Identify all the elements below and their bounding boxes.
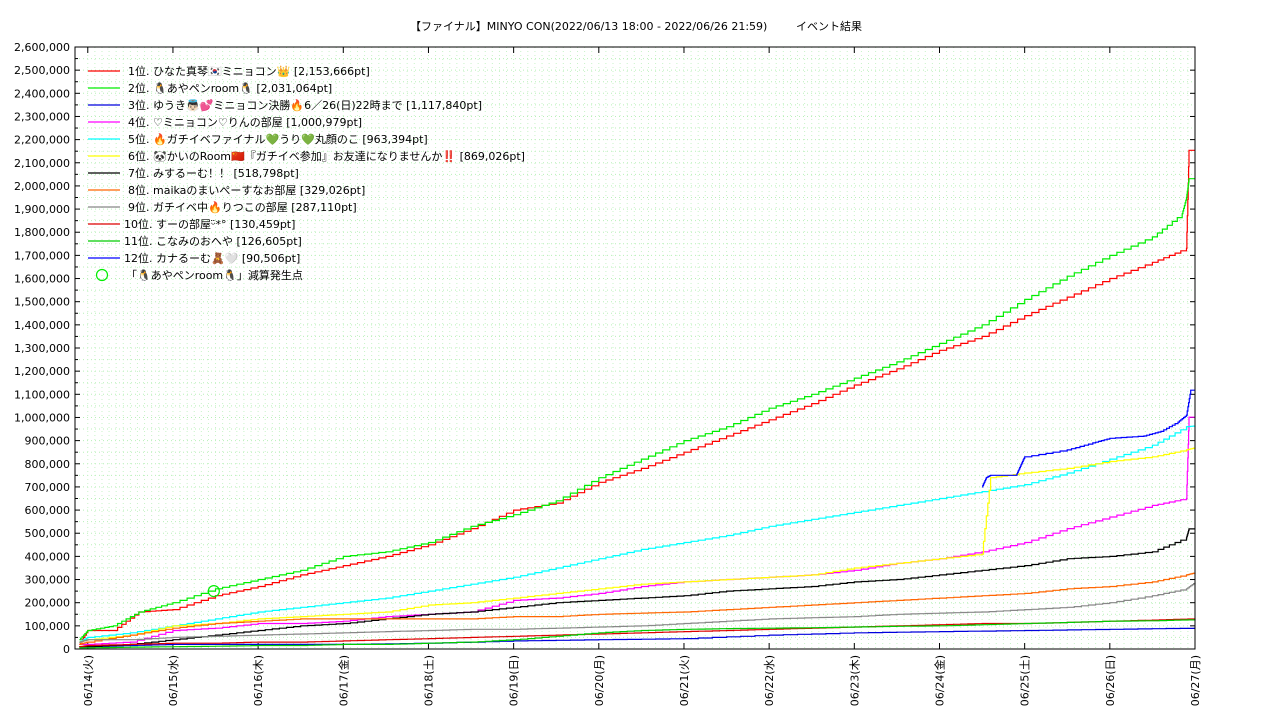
series-line-12: [982, 389, 1195, 488]
legend: 1位. ひなた真琴🇰🇷ミニョコン👑 [2,153,666pt] 2位. 🐧あやペン…: [88, 64, 525, 282]
x-tick-label: 06/21(火): [678, 655, 691, 706]
series-line-1: [79, 149, 1195, 645]
x-tick-label: 06/18(土): [422, 655, 435, 706]
legend-label: 2位. 🐧あやペンroom🐧 [2,031,064pt]: [128, 81, 332, 95]
y-tick-label: 2,000,000: [14, 180, 70, 193]
x-axis-ticks: 06/14(火) 06/15(水) 06/16(木) 06/17(金) 06/18(土)…: [82, 47, 1202, 706]
x-tick-label: 06/23(木): [848, 655, 861, 706]
y-tick-label: 1,400,000: [14, 319, 70, 332]
series-line-4: [79, 416, 1195, 645]
series-line-5: [79, 425, 1196, 643]
series-line-11: [79, 619, 1196, 649]
y-tick-label: 2,100,000: [14, 157, 70, 170]
series-line-9: [79, 582, 1196, 643]
series-lines: [79, 149, 1196, 649]
y-tick-label: 200,000: [25, 597, 71, 610]
y-tick-label: 500,000: [25, 527, 71, 540]
y-tick-label: 1,000,000: [14, 411, 70, 424]
series-line-6: [79, 447, 1196, 643]
legend-label: 3位. ゆうき👼🏻💕ミニョコン決勝🔥6／26(日)22時まで [1,117,84…: [128, 98, 482, 112]
legend-label: 9位. ガチイベ中🔥りつこの部屋 [287,110pt]: [128, 200, 357, 214]
legend-annotation-marker: [95, 268, 109, 282]
legend-label: 7位. みするーむ！！ [518,798pt]: [128, 166, 299, 180]
y-tick-label: 600,000: [25, 504, 71, 517]
y-tick-label: 2,600,000: [14, 41, 70, 54]
series-line-8: [79, 572, 1196, 645]
y-tick-label: 1,500,000: [14, 296, 70, 309]
x-tick-label: 06/27(月): [1189, 655, 1202, 706]
y-tick-label: 0: [63, 643, 70, 656]
annotation-layer: [207, 585, 220, 598]
x-tick-label: 06/15(水): [167, 655, 180, 706]
y-tick-label: 1,100,000: [14, 388, 70, 401]
y-tick-label: 700,000: [25, 481, 71, 494]
y-tick-label: 1,900,000: [14, 203, 70, 216]
legend-label: 12位. カナるーむ🧸🤍 [90,506pt]: [124, 251, 300, 265]
y-tick-label: 1,200,000: [14, 365, 70, 378]
series-line-2: [79, 178, 1195, 641]
x-tick-label: 06/22(水): [763, 655, 776, 706]
y-tick-label: 1,600,000: [14, 273, 70, 286]
x-tick-label: 06/14(火): [82, 655, 95, 706]
y-tick-label: 400,000: [25, 550, 71, 563]
x-tick-label: 06/16(木): [252, 655, 265, 706]
y-tick-label: 2,200,000: [14, 134, 70, 147]
y-tick-label: 2,400,000: [14, 87, 70, 100]
plot-frame: [74, 46, 1196, 650]
legend-label: 10位. すーの部屋ᵕ̈*° [130,459pt]: [124, 217, 295, 231]
y-tick-label: 900,000: [25, 435, 71, 448]
x-tick-label: 06/17(金): [336, 655, 350, 706]
chart-title: 【ファイナル】MINYO CON(2022/06/13 18:00 - 2022…: [410, 20, 767, 33]
grid-lines: [75, 47, 1195, 649]
legend-label: 11位. こなみのおへや [126,605pt]: [124, 234, 302, 248]
legend-annotation-label: 「🐧あやペンroom🐧」減算発生点: [126, 268, 303, 282]
x-tick-label: 06/26(日): [1104, 655, 1117, 706]
legend-label: 1位. ひなた真琴🇰🇷ミニョコン👑 [2,153,666pt]: [128, 64, 370, 78]
legend-label: 8位. maikaのまいぺーすなお部屋 [329,026pt]: [128, 183, 365, 197]
x-tick-label: 06/24(金): [932, 655, 946, 706]
y-tick-label: 100,000: [25, 620, 71, 633]
series-line-3: [79, 627, 1195, 648]
legend-label: 5位. 🔥ガチイベファイナル💚うり💚丸顔のこ [963,394pt]: [128, 132, 428, 146]
chart-subtitle: イベント結果: [796, 19, 862, 33]
series-line-7: [79, 528, 1195, 648]
legend-label: 4位. ♡ミニョコン♡りんの部屋 [1,000,979pt]: [128, 115, 362, 129]
x-tick-label: 06/20(月): [593, 655, 606, 706]
y-tick-label: 1,700,000: [14, 249, 70, 262]
y-tick-label: 2,300,000: [14, 110, 70, 123]
y-tick-label: 1,300,000: [14, 342, 70, 355]
annotation-marker: [207, 585, 220, 598]
x-tick-label: 06/25(土): [1019, 655, 1032, 706]
y-tick-label: 800,000: [25, 458, 71, 471]
y-tick-label: 1,800,000: [14, 226, 70, 239]
x-tick-label: 06/19(日): [508, 655, 521, 706]
y-tick-label: 300,000: [25, 574, 71, 587]
y-axis-ticks: 0 100,000 200,000 300,000 400,000 500,000 600,…: [14, 41, 1195, 656]
legend-label: 6位. 🐼かいのRoom🇨🇳『ガチイベ参加』お友達になりませんか‼️ [869,…: [128, 149, 525, 163]
y-tick-label: 2,500,000: [14, 64, 70, 77]
